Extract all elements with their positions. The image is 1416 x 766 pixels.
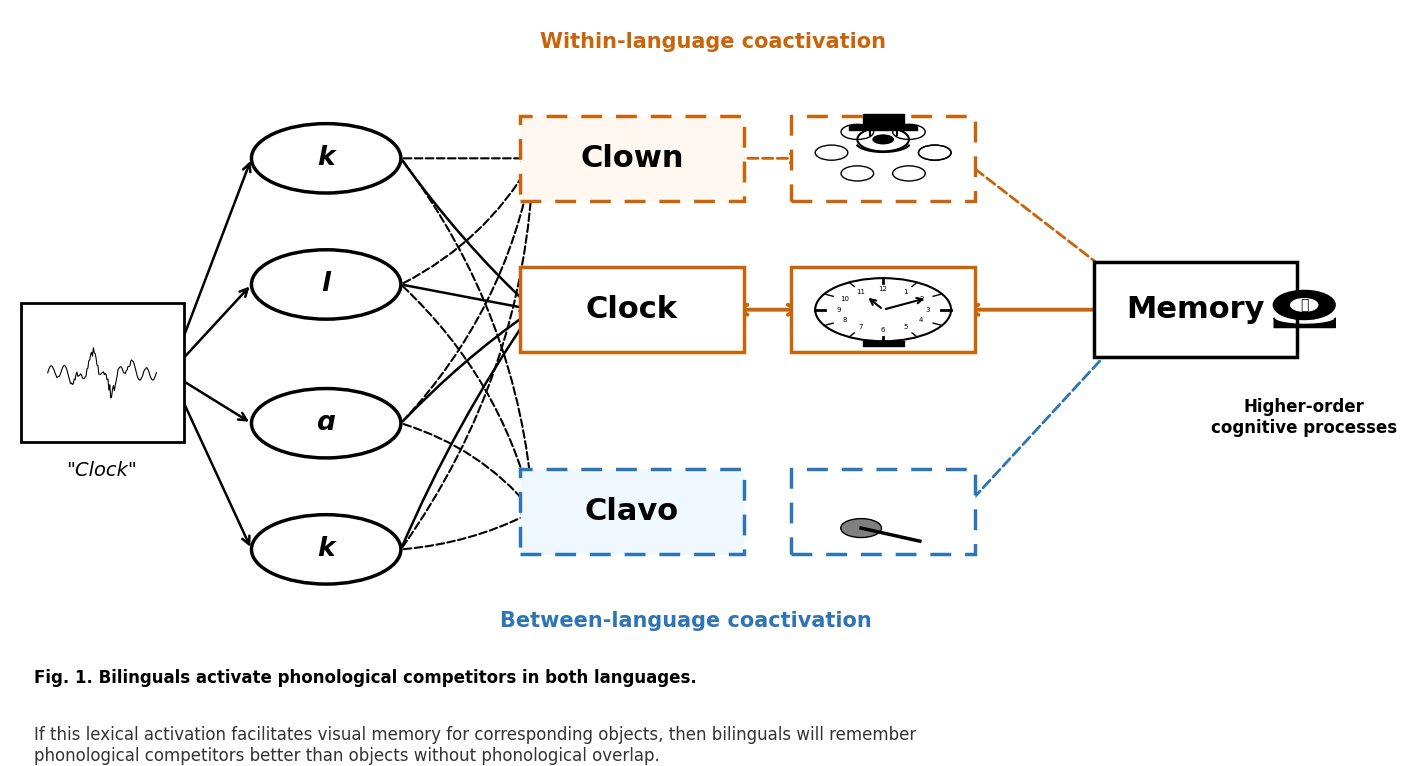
FancyArrowPatch shape (402, 161, 530, 306)
Text: k: k (317, 536, 336, 562)
FancyArrowPatch shape (171, 163, 251, 370)
Circle shape (1273, 291, 1335, 319)
Text: Higher-order
cognitive processes: Higher-order cognitive processes (1211, 398, 1398, 437)
FancyArrowPatch shape (963, 160, 1116, 278)
FancyBboxPatch shape (20, 303, 184, 442)
FancyArrowPatch shape (402, 313, 528, 421)
FancyArrowPatch shape (404, 155, 528, 162)
FancyArrowPatch shape (404, 286, 534, 506)
Text: Within-language coactivation: Within-language coactivation (541, 32, 886, 52)
FancyArrowPatch shape (171, 289, 248, 371)
Text: 1: 1 (903, 289, 908, 295)
Text: 5: 5 (903, 325, 908, 330)
FancyBboxPatch shape (792, 116, 974, 201)
Text: 3: 3 (925, 306, 929, 313)
Text: l: l (321, 271, 331, 297)
FancyBboxPatch shape (520, 116, 743, 201)
Circle shape (841, 519, 882, 538)
Circle shape (872, 134, 893, 145)
Circle shape (252, 123, 401, 193)
Text: 🕐: 🕐 (1300, 298, 1308, 312)
Text: 6: 6 (881, 327, 885, 333)
Circle shape (816, 278, 952, 341)
Text: If this lexical activation facilitates visual memory for corresponding objects, : If this lexical activation facilitates v… (34, 726, 916, 764)
FancyBboxPatch shape (792, 469, 974, 554)
Circle shape (252, 250, 401, 319)
FancyArrowPatch shape (738, 305, 797, 315)
Text: 2: 2 (919, 296, 923, 303)
Text: "Clock": "Clock" (67, 461, 137, 480)
Text: Clavo: Clavo (585, 497, 678, 526)
Text: Clock: Clock (586, 295, 678, 324)
FancyBboxPatch shape (520, 267, 743, 352)
Text: Between-language coactivation: Between-language coactivation (500, 611, 872, 631)
Text: 8: 8 (843, 317, 847, 323)
FancyArrowPatch shape (404, 514, 528, 549)
Text: 7: 7 (860, 325, 864, 330)
FancyArrowPatch shape (402, 314, 530, 547)
Circle shape (1290, 299, 1318, 311)
FancyArrowPatch shape (404, 162, 531, 283)
FancyArrowPatch shape (173, 375, 246, 421)
Text: Fig. 1. Bilinguals activate phonological competitors in both languages.: Fig. 1. Bilinguals activate phonological… (34, 669, 697, 687)
Text: Clown: Clown (581, 144, 684, 173)
FancyArrowPatch shape (733, 154, 799, 162)
Text: 12: 12 (879, 286, 888, 292)
Text: ɑ: ɑ (317, 411, 336, 436)
Text: k: k (317, 146, 336, 172)
Circle shape (252, 515, 401, 584)
Text: 11: 11 (857, 289, 865, 295)
FancyBboxPatch shape (792, 267, 974, 352)
FancyArrowPatch shape (404, 424, 530, 508)
FancyArrowPatch shape (402, 161, 535, 506)
FancyArrowPatch shape (404, 285, 528, 311)
Text: 10: 10 (841, 296, 850, 303)
Text: 9: 9 (837, 306, 841, 313)
FancyArrowPatch shape (402, 163, 535, 421)
Text: 4: 4 (919, 317, 923, 323)
FancyBboxPatch shape (1093, 263, 1297, 357)
FancyBboxPatch shape (520, 469, 743, 554)
FancyArrowPatch shape (402, 163, 537, 547)
FancyArrowPatch shape (969, 305, 1119, 315)
Circle shape (252, 388, 401, 458)
Text: Memory: Memory (1126, 295, 1264, 324)
FancyArrowPatch shape (963, 342, 1117, 509)
FancyArrowPatch shape (171, 375, 249, 545)
